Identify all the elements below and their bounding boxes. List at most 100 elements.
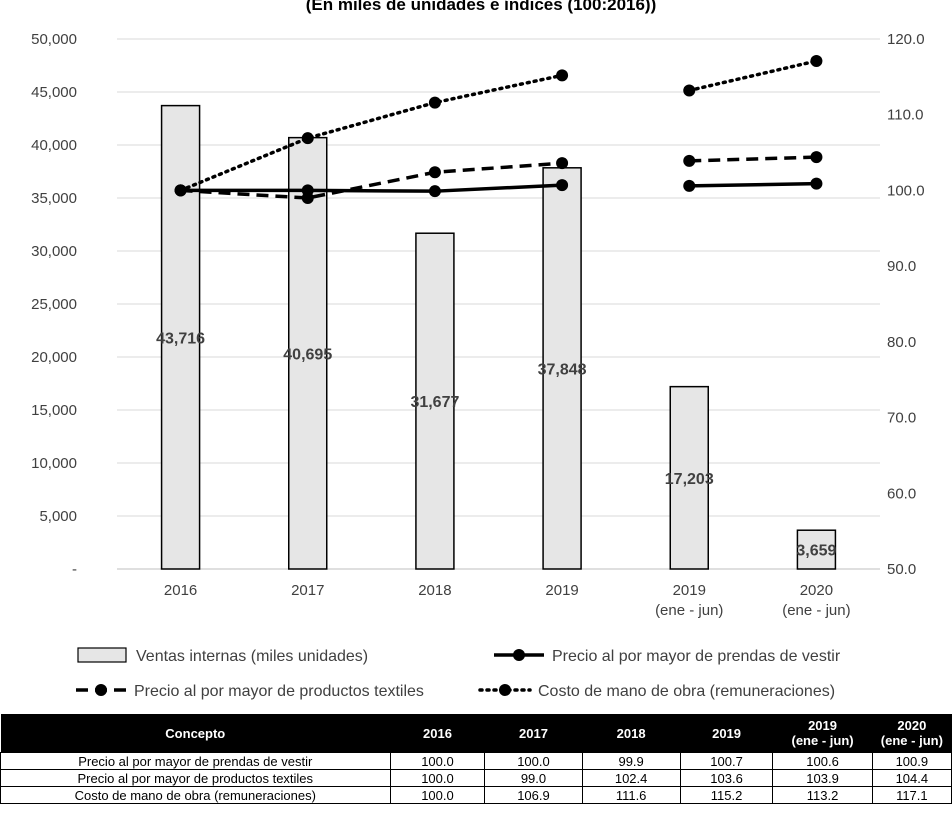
bar-data-label: 40,695 <box>283 346 332 363</box>
table-header-text: 2020 <box>897 718 927 733</box>
series-3-marker <box>174 184 187 197</box>
bar-data-label: 31,677 <box>410 394 459 411</box>
table-row-label: Precio al por mayor de prendas de vestir <box>0 752 391 770</box>
category-label: 2019 <box>673 582 706 599</box>
series-line-1 <box>180 183 563 193</box>
table-header-text: (ene - jun) <box>791 733 854 748</box>
bar <box>160 104 201 570</box>
table-cell: 99.0 <box>484 769 583 787</box>
line-series <box>174 54 823 204</box>
table-cell: 100.9 <box>871 752 952 770</box>
legend-swatch-marker <box>95 684 107 696</box>
table-cell: 100.0 <box>389 786 486 804</box>
gridlines <box>117 38 880 570</box>
bar-data-labels: 43,716 40,695 31,677 37,848 17,203 3,659 <box>156 330 836 559</box>
bar-data-label: 43,716 <box>156 330 205 347</box>
bar <box>415 232 455 570</box>
table-cell: 106.9 <box>484 786 583 804</box>
series-line-3 <box>178 73 564 193</box>
series-1-marker <box>810 177 823 190</box>
series-2-marker <box>810 151 823 164</box>
table-row-label: Precio al por mayor de productos textile… <box>0 769 391 787</box>
table-cell: 102.4 <box>581 769 681 787</box>
table-cell: 100.7 <box>679 752 774 770</box>
table-cell: 113.2 <box>772 786 873 804</box>
series-2-marker <box>556 157 569 170</box>
left-tick-label: 30,000 <box>31 243 77 260</box>
table-cell: 111.6 <box>581 786 681 804</box>
category-label: 2016 <box>164 582 197 599</box>
left-tick-label: 45,000 <box>31 84 77 101</box>
left-tick-label: - <box>72 561 77 578</box>
series-3-marker <box>301 132 314 145</box>
bar <box>288 136 328 570</box>
table-header-text: 2016 <box>423 725 452 741</box>
bar <box>669 385 709 570</box>
table-header-text: 2018 <box>616 725 646 741</box>
table-cell: 103.9 <box>772 769 873 787</box>
legend-label: Ventas internas (miles unidades) <box>136 648 368 665</box>
table-header-cell: 2019 <box>680 714 773 753</box>
table-row: Precio al por mayor de prendas de vestir… <box>0 752 952 770</box>
right-tick-label: 120.0 <box>887 31 925 48</box>
category-label: (ene - jun) <box>655 602 723 619</box>
series-2-marker <box>301 192 314 204</box>
category-label: 2020 <box>800 582 833 599</box>
legend-swatch-marker <box>513 649 525 661</box>
chart-title: (En miles de unidades e índices (100:201… <box>306 0 657 14</box>
table-cell: 100.0 <box>484 752 583 770</box>
category-label: 2017 <box>291 582 324 599</box>
left-tick-label: 10,000 <box>31 455 77 472</box>
category-label: (ene - jun) <box>782 602 850 619</box>
table-header-cell: 2016 <box>390 714 485 753</box>
data-table: Concepto 2016 2017 2018 2019 2019 (ene - jun) 2… <box>0 714 952 804</box>
right-tick-label: 60.0 <box>887 485 916 502</box>
legend-label: Precio al por mayor de prendas de vestir <box>552 648 841 665</box>
table-row: Costo de mano de obra (remuneraciones) 10… <box>0 786 952 804</box>
table-body: Precio al por mayor de prendas de vestir… <box>0 752 952 804</box>
table-header-text: 2019 <box>808 718 837 733</box>
table-header-text: (ene - jun) <box>880 733 943 748</box>
category-label: 2019 <box>545 582 578 599</box>
series-1-marker <box>683 179 696 192</box>
right-tick-label: 90.0 <box>887 258 916 275</box>
legend-label: Costo de mano de obra (remuneraciones) <box>538 683 835 700</box>
series-3-marker <box>556 69 569 82</box>
table-header-cell: 2020 (ene - jun) <box>872 714 952 753</box>
left-tick-label: 5,000 <box>39 508 77 525</box>
left-tick-label: 35,000 <box>31 190 77 207</box>
table-header-cell: 2019 (ene - jun) <box>772 714 873 753</box>
combo-chart: (En miles de unidades e índices (100:201… <box>31 0 925 700</box>
series-line-2 <box>689 155 817 163</box>
table-cell: 100.0 <box>389 752 486 770</box>
table-header-row: Concepto 2016 2017 2018 2019 2019 (ene - jun) 2… <box>0 714 952 753</box>
bar-data-label: 3,659 <box>796 543 836 560</box>
left-tick-label: 40,000 <box>31 137 77 154</box>
series-3-marker <box>683 84 696 97</box>
series-line-3 <box>687 59 819 93</box>
table-header-cell: 2017 <box>484 714 583 753</box>
series-1-marker <box>556 179 569 192</box>
table-cell: 99.9 <box>581 752 681 770</box>
series-1-marker <box>428 185 441 198</box>
table-cell: 103.6 <box>679 769 774 787</box>
left-tick-label: 25,000 <box>31 296 77 313</box>
table-row-label: Costo de mano de obra (remuneraciones) <box>0 786 391 804</box>
legend-swatch-marker <box>499 684 511 696</box>
right-tick-label: 110.0 <box>887 107 923 124</box>
right-tick-label: 50.0 <box>887 561 916 578</box>
bar-data-label: 17,203 <box>665 471 714 488</box>
category-labels: 2016 2017 2018 2019 2019 (ene - jun) 2020 (ene … <box>164 582 851 619</box>
table-cell: 100.0 <box>389 769 486 787</box>
table-header-text: 2017 <box>519 725 548 741</box>
legend-swatch-bar <box>77 647 127 663</box>
series-3-marker <box>810 54 823 67</box>
bar <box>542 167 582 570</box>
right-axis-ticks: 120.0 110.0 100.0 90.0 80.0 70.0 60.0 50.0 <box>887 31 925 578</box>
series-3-marker <box>428 96 441 109</box>
right-tick-label: 80.0 <box>887 334 916 351</box>
right-tick-label: 100.0 <box>887 182 925 199</box>
table-cell: 104.4 <box>871 769 952 787</box>
right-tick-label: 70.0 <box>887 410 916 427</box>
series-line-2 <box>180 161 563 200</box>
